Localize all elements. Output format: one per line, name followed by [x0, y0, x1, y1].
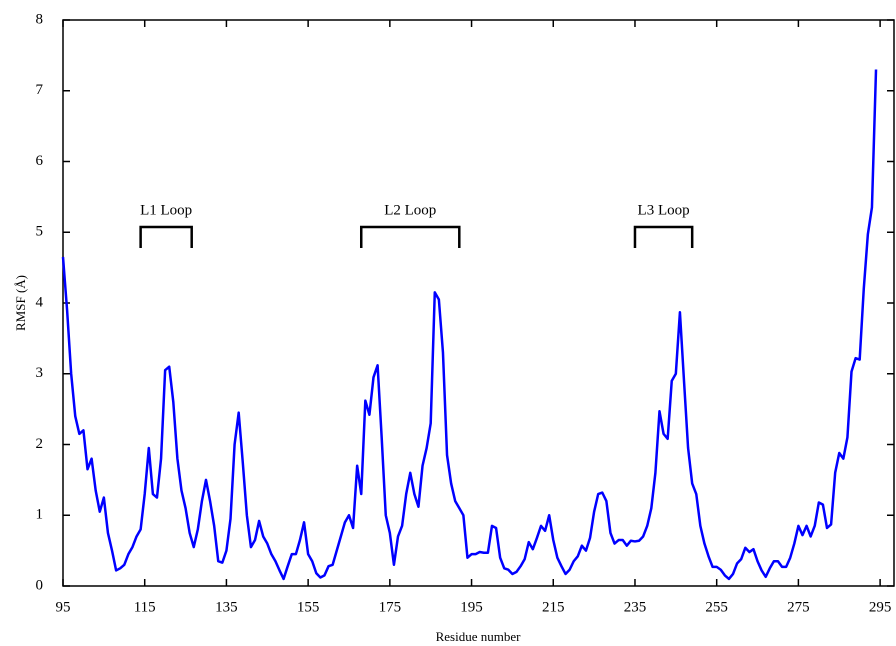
x-tick-label: 175 — [379, 599, 402, 615]
y-tick-label: 1 — [36, 507, 44, 523]
x-tick-label: 95 — [56, 599, 71, 615]
loop-bracket — [359, 225, 461, 248]
x-tick-label: 275 — [787, 599, 810, 615]
plot-frame — [62, 19, 895, 587]
rmsf-line — [61, 69, 878, 581]
y-tick-label: 7 — [36, 82, 44, 98]
x-tick-label: 115 — [134, 599, 156, 615]
y-tick-label: 8 — [36, 11, 44, 27]
x-tick-label: 295 — [869, 599, 892, 615]
loop-label: L3 Loop — [638, 202, 690, 218]
y-tick-label: 5 — [36, 224, 44, 240]
loop-bracket — [633, 225, 694, 248]
x-tick-label: 135 — [215, 599, 238, 615]
x-axis-label: Residue number — [436, 629, 522, 644]
y-tick-label: 2 — [36, 436, 44, 452]
x-tick-label: 235 — [624, 599, 647, 615]
y-tick-label: 4 — [36, 294, 44, 310]
x-tick-label: 255 — [705, 599, 728, 615]
y-axis-label: RMSF (Å) — [13, 275, 28, 331]
loop-bracket — [139, 225, 193, 248]
x-tick-label: 215 — [542, 599, 565, 615]
loop-label: L1 Loop — [140, 202, 192, 218]
y-tick-label: 3 — [36, 365, 44, 381]
loop-label: L2 Loop — [384, 202, 436, 218]
y-tick-label: 6 — [36, 153, 44, 169]
y-tick-label: 0 — [36, 577, 44, 593]
x-tick-label: 195 — [460, 599, 483, 615]
x-tick-label: 155 — [297, 599, 320, 615]
